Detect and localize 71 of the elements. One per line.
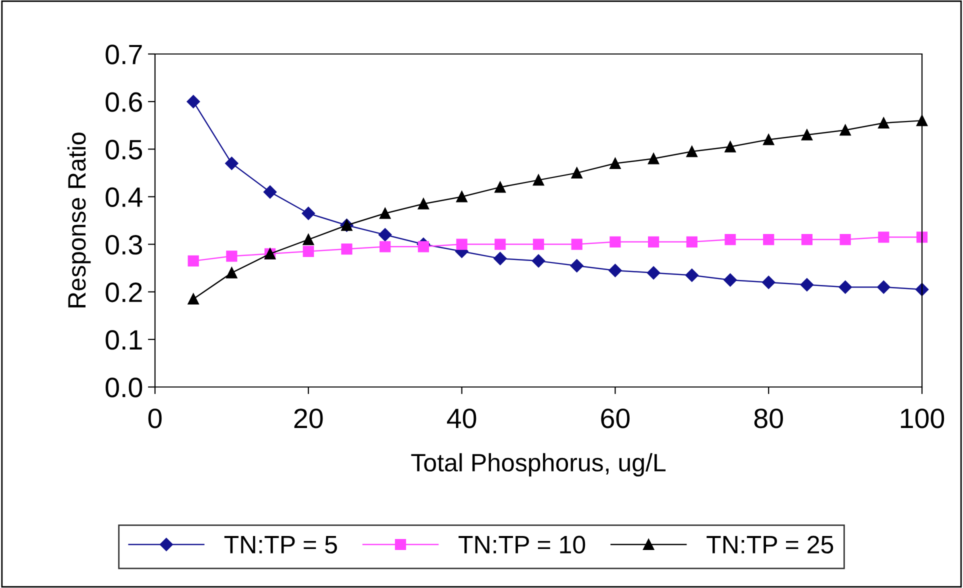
point bbox=[763, 134, 774, 146]
point bbox=[686, 236, 698, 248]
legend-label: TN:TP = 5 bbox=[224, 536, 337, 554]
point bbox=[494, 252, 507, 266]
x-tick-label: 60 bbox=[601, 408, 630, 428]
point bbox=[801, 234, 813, 246]
y-tick-label: 0.7 bbox=[106, 44, 142, 64]
point bbox=[608, 264, 622, 278]
point bbox=[838, 280, 852, 294]
x-tick-label: 100 bbox=[900, 408, 944, 428]
point bbox=[724, 234, 736, 246]
point bbox=[302, 246, 314, 257]
y-tick-label: 0.3 bbox=[106, 234, 142, 255]
x-tick-label: 40 bbox=[446, 408, 476, 428]
point bbox=[648, 236, 660, 248]
point bbox=[188, 255, 199, 266]
point bbox=[532, 238, 544, 250]
point bbox=[878, 117, 890, 129]
point bbox=[610, 158, 621, 169]
y-tick-label: 0.1 bbox=[106, 330, 142, 350]
legend-label: TN:TP = 10 bbox=[458, 536, 586, 554]
point bbox=[494, 238, 506, 250]
point bbox=[186, 94, 200, 108]
x-axis-title: Total Phosphorus, ug/L bbox=[411, 453, 666, 476]
point bbox=[571, 167, 582, 178]
point bbox=[494, 182, 506, 193]
point bbox=[685, 268, 698, 282]
point bbox=[418, 241, 430, 252]
point bbox=[916, 232, 928, 243]
point bbox=[532, 174, 544, 186]
point bbox=[188, 293, 199, 305]
point bbox=[226, 250, 238, 262]
point bbox=[724, 141, 736, 152]
point bbox=[532, 254, 546, 268]
point bbox=[646, 266, 660, 280]
x-tick-label: 80 bbox=[754, 408, 783, 428]
point bbox=[226, 267, 238, 278]
point bbox=[648, 153, 660, 164]
point bbox=[456, 191, 468, 202]
point bbox=[378, 228, 392, 242]
point bbox=[418, 198, 430, 210]
point bbox=[800, 278, 814, 292]
x-tick-label: 20 bbox=[294, 408, 323, 428]
y-axis-title: Response Ratio bbox=[67, 132, 91, 308]
legend-label: TN:TP = 25 bbox=[706, 536, 834, 554]
point bbox=[302, 206, 315, 220]
point bbox=[763, 234, 774, 246]
point bbox=[341, 243, 352, 255]
point bbox=[380, 241, 391, 252]
point bbox=[380, 208, 391, 219]
y-tick-label: 0.4 bbox=[106, 187, 142, 208]
y-tick-label: 0.0 bbox=[106, 378, 142, 398]
y-tick-label: 0.2 bbox=[106, 282, 142, 302]
point bbox=[724, 273, 737, 287]
point bbox=[801, 129, 813, 140]
point bbox=[686, 146, 698, 158]
y-tick-label: 0.5 bbox=[106, 140, 142, 160]
point bbox=[571, 238, 582, 250]
point bbox=[456, 238, 468, 250]
point bbox=[225, 156, 238, 170]
point bbox=[610, 236, 621, 248]
y-tick-label: 0.6 bbox=[106, 92, 142, 112]
point bbox=[840, 124, 851, 136]
point bbox=[878, 232, 890, 243]
point bbox=[570, 259, 584, 272]
point bbox=[840, 234, 851, 246]
point bbox=[762, 276, 776, 289]
point bbox=[877, 280, 890, 294]
point bbox=[302, 234, 314, 246]
x-tick-label: 0 bbox=[148, 408, 162, 428]
point bbox=[263, 185, 277, 199]
